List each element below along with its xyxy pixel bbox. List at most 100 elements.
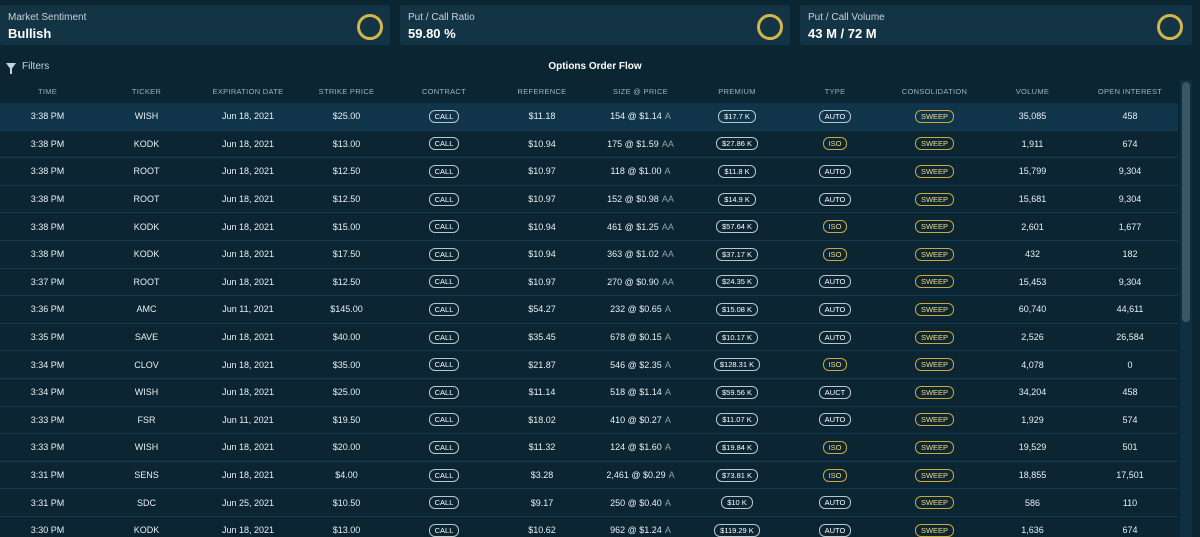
contract-cell: CALL <box>395 358 493 372</box>
column-header[interactable]: REFERENCE <box>517 87 567 96</box>
table-row[interactable]: 3:31 PM SENS Jun 18, 2021 $4.00 CALL $3.28 2,4… <box>0 462 1178 490</box>
table-row[interactable]: 3:38 PM KODK Jun 18, 2021 $17.50 CALL $10.94 3… <box>0 241 1178 269</box>
size-cell: 546 @ $2.35 A <box>591 360 690 370</box>
column-header[interactable]: SIZE @ PRICE <box>613 87 668 96</box>
consolidation-badge: SWEEP <box>914 109 955 123</box>
expiration-date: Jun 18, 2021 <box>221 249 275 260</box>
contract-badge: CALL <box>428 358 460 372</box>
type-badge: AUTO <box>818 192 852 206</box>
contract-cell: CALL <box>395 302 493 316</box>
type-badge: ISO <box>822 468 848 482</box>
table-row[interactable]: 3:31 PM SDC Jun 25, 2021 $10.50 CALL $9.17 250… <box>0 489 1178 517</box>
premium-cell: $128.31 K <box>690 358 784 372</box>
volume: 15,799 <box>1018 166 1047 177</box>
strike-price: $10.50 <box>332 497 361 508</box>
column-header[interactable]: OPEN INTEREST <box>1097 87 1163 96</box>
consolidation-cell: SWEEP <box>886 192 983 206</box>
ticker-cell: CLOV <box>95 360 198 370</box>
column-header[interactable]: CONTRACT <box>421 87 467 96</box>
consolidation-cell: SWEEP <box>886 164 983 178</box>
consolidation-cell: SWEEP <box>886 468 983 482</box>
table-row[interactable]: 3:38 PM KODK Jun 18, 2021 $15.00 CALL $10.94 4… <box>0 213 1178 241</box>
table-row[interactable]: 3:33 PM FSR Jun 11, 2021 $19.50 CALL $18.02 41… <box>0 407 1178 435</box>
reference-price: $9.17 <box>530 497 554 508</box>
expiration-cell: Jun 18, 2021 <box>198 442 298 452</box>
table-row[interactable]: 3:34 PM CLOV Jun 18, 2021 $35.00 CALL $21.87 5… <box>0 351 1178 379</box>
size-at-price: 363 @ $1.02 <box>607 249 659 260</box>
reference-price: $3.28 <box>530 470 554 481</box>
reference-cell: $10.94 <box>493 139 591 149</box>
column-header[interactable]: TYPE <box>824 87 846 96</box>
expiration-date: Jun 18, 2021 <box>221 111 275 122</box>
time: 3:38 PM <box>30 249 65 260</box>
consolidation-badge: SWEEP <box>914 358 955 372</box>
ticker-cell: AMC <box>95 304 198 314</box>
table-row[interactable]: 3:38 PM KODK Jun 18, 2021 $13.00 CALL $10.94 1… <box>0 131 1178 159</box>
card-value: Bullish <box>8 26 52 41</box>
volume: 15,681 <box>1018 194 1047 205</box>
type-badge: ISO <box>822 440 848 454</box>
table-row[interactable]: 3:33 PM WISH Jun 18, 2021 $20.00 CALL $11.32 1… <box>0 434 1178 462</box>
contract-cell: CALL <box>395 468 493 482</box>
table-row[interactable]: 3:34 PM WISH Jun 18, 2021 $25.00 CALL $11.14 5… <box>0 379 1178 407</box>
volume: 2,601 <box>1021 221 1044 232</box>
column-header[interactable]: TICKER <box>131 87 162 96</box>
volume-cell: 35,085 <box>983 111 1082 121</box>
strike-price: $12.50 <box>332 194 361 205</box>
open-interest: 182 <box>1122 249 1138 260</box>
type-badge: AUCT <box>818 385 852 399</box>
type-badge: ISO <box>822 247 848 261</box>
column-header[interactable]: EXPIRATION DATE <box>212 87 284 96</box>
ticker: SENS <box>134 470 159 481</box>
ticker: FSR <box>137 414 156 425</box>
table-row[interactable]: 3:37 PM ROOT Jun 18, 2021 $12.50 CALL $10.97 2… <box>0 269 1178 297</box>
column-header[interactable]: STRIKE PRICE <box>318 87 375 96</box>
contract-cell: CALL <box>395 109 493 123</box>
strike-price: $19.50 <box>332 414 361 425</box>
column-header[interactable]: TIME <box>37 87 58 96</box>
size-at-price: 410 @ $0.27 <box>610 414 662 425</box>
filters-button[interactable]: Filters <box>6 59 49 74</box>
expiration-cell: Jun 18, 2021 <box>198 249 298 259</box>
size-cell: 2,461 @ $0.29 A <box>591 470 690 480</box>
column-header[interactable]: CONSOLIDATION <box>901 87 968 96</box>
table-row[interactable]: 3:30 PM KODK Jun 18, 2021 $13.00 CALL $10.62 9… <box>0 517 1178 537</box>
table-row[interactable]: 3:35 PM SAVE Jun 18, 2021 $40.00 CALL $35.45 6… <box>0 324 1178 352</box>
table-row[interactable]: 3:38 PM WISH Jun 18, 2021 $25.00 CALL $11.18 1… <box>0 103 1178 131</box>
premium-badge: $15.08 K <box>715 302 759 316</box>
expiration-date: Jun 18, 2021 <box>221 221 275 232</box>
premium-cell: $19.84 K <box>690 440 784 454</box>
expiration-date: Jun 18, 2021 <box>221 276 275 287</box>
ticker-cell: WISH <box>95 111 198 121</box>
size-cell: 152 @ $0.98 AA <box>591 194 690 204</box>
column-header[interactable]: VOLUME <box>1015 87 1050 96</box>
premium-cell: $11.8 K <box>690 164 784 178</box>
type-cell: ISO <box>784 220 886 234</box>
premium-badge: $19.84 K <box>715 440 759 454</box>
volume-cell: 586 <box>983 498 1082 508</box>
table-row[interactable]: 3:38 PM ROOT Jun 18, 2021 $12.50 CALL $10.97 1… <box>0 186 1178 214</box>
consolidation-badge: SWEEP <box>914 523 955 537</box>
open-interest-cell: 26,584 <box>1082 332 1178 342</box>
ticker-cell: KODK <box>95 249 198 259</box>
volume: 1,636 <box>1021 525 1044 536</box>
open-interest: 574 <box>1122 414 1138 425</box>
contract-cell: CALL <box>395 220 493 234</box>
table-row[interactable]: 3:38 PM ROOT Jun 18, 2021 $12.50 CALL $10.97 1… <box>0 158 1178 186</box>
consolidation-cell: SWEEP <box>886 440 983 454</box>
consolidation-badge: SWEEP <box>914 413 955 427</box>
time-cell: 3:34 PM <box>0 360 95 370</box>
column-header[interactable]: PREMIUM <box>718 87 756 96</box>
table-row[interactable]: 3:36 PM AMC Jun 11, 2021 $145.00 CALL $54.27 2… <box>0 296 1178 324</box>
premium-badge: $119.29 K <box>714 523 760 537</box>
time: 3:36 PM <box>30 304 65 315</box>
reference-cell: $9.17 <box>493 498 591 508</box>
scrollbar-thumb[interactable] <box>1182 82 1190 322</box>
contract-badge: CALL <box>428 247 460 261</box>
reference-price: $11.14 <box>528 387 556 398</box>
size-at-price: 2,461 @ $0.29 <box>606 470 666 481</box>
size-cell: 363 @ $1.02 AA <box>591 249 690 259</box>
expiration-date: Jun 11, 2021 <box>222 414 274 425</box>
side-indicator: A <box>664 497 671 508</box>
volume: 586 <box>1024 497 1041 508</box>
